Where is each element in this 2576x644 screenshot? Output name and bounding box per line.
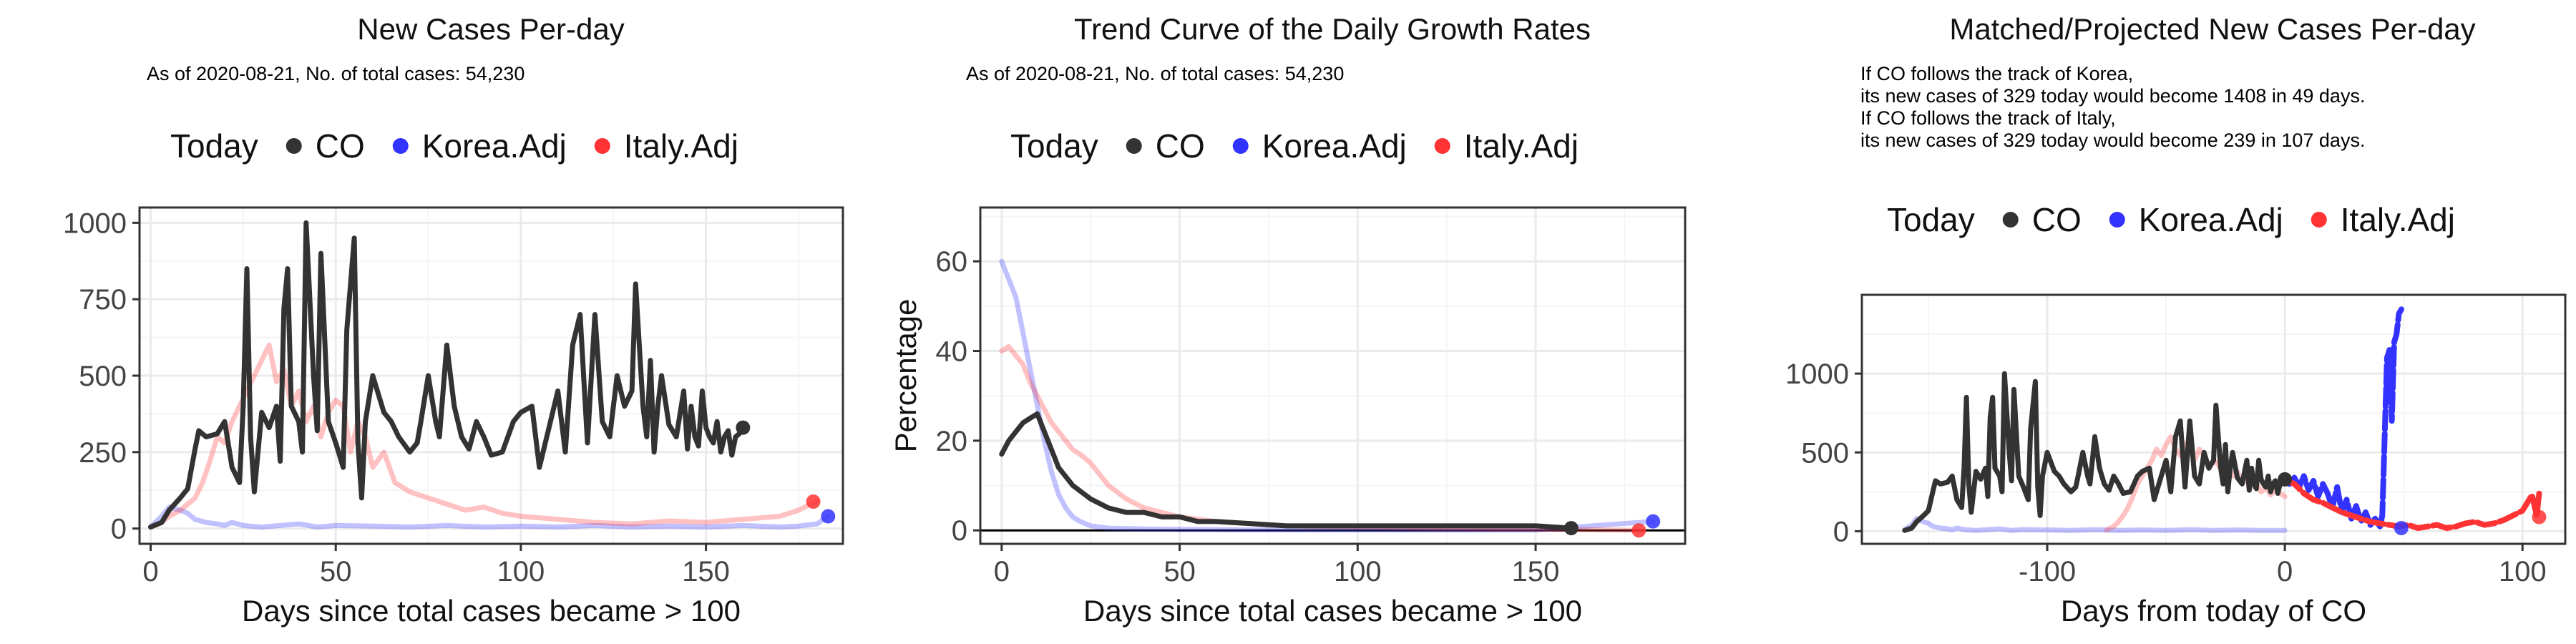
series-line-co — [999, 411, 1574, 531]
x-axis-label: Days from today of CO — [2061, 594, 2366, 628]
series-line-co — [1902, 371, 2288, 533]
series-layer — [148, 220, 831, 530]
legend-key-korea — [2109, 212, 2125, 228]
today-point-korea — [1646, 514, 1661, 529]
x-tick-label: 100 — [1334, 556, 1382, 587]
series-line-korea — [148, 504, 831, 530]
chart-subtitle: If CO follows the track of Korea, — [1860, 63, 2133, 84]
legend-label-today: Today — [1887, 201, 1975, 238]
y-tick-label: 0 — [111, 514, 127, 545]
legend-label-today: Today — [170, 127, 258, 165]
y-tick-label: 0 — [952, 515, 967, 547]
legend-key-co — [1126, 138, 1142, 154]
panel-border — [1860, 293, 2567, 545]
today-point-italy — [1631, 523, 1646, 538]
x-tick-label: 0 — [142, 556, 158, 587]
chart-panel-2: Trend Curve of the Daily Growth Rates As … — [889, 12, 1687, 628]
chart-panel-3: Matched/Projected New Cases Per-day If CO… — [1785, 12, 2567, 628]
x-tick-label: 150 — [682, 556, 730, 587]
chart-subtitle: As of 2020-08-21, No. of total cases: 54… — [966, 63, 1344, 84]
x-tick-label: 150 — [1512, 556, 1560, 587]
legend-label-italy: Italy.Adj — [1464, 127, 1579, 165]
legend-label-today: Today — [1010, 127, 1098, 165]
chart-subtitle: As of 2020-08-21, No. of total cases: 54… — [147, 63, 525, 84]
y-tick-label: 250 — [79, 437, 127, 469]
legend-label-co: CO — [2032, 201, 2082, 238]
legend-key-co — [2002, 212, 2019, 228]
legend: Today CO Korea.Adj Italy.Adj — [1010, 127, 1579, 165]
y-tick-label: 1000 — [1785, 358, 1849, 390]
today-point-co — [1563, 521, 1579, 536]
y-tick-label: 40 — [936, 336, 968, 368]
grid — [980, 208, 1685, 544]
legend-label-co: CO — [1156, 127, 1205, 165]
y-tick-label: 1000 — [63, 208, 127, 239]
series-line-co — [148, 220, 746, 530]
chart-title: Trend Curve of the Daily Growth Rates — [1074, 12, 1591, 46]
y-tick-label: 500 — [79, 361, 127, 392]
series-line-korea-proj — [2282, 306, 2404, 530]
series-line-korea — [1902, 516, 2288, 533]
x-axis-label: Days since total cases became > 100 — [1083, 594, 1582, 628]
chart-subtitle: its new cases of 329 today would become … — [1860, 85, 2365, 107]
legend: Today CO Korea.Adj Italy.Adj — [170, 127, 738, 165]
axes: 0 50 100 150 0 20 40 60 Days since total cases b… — [889, 246, 1582, 628]
x-axis-label: Days since total cases became > 100 — [242, 594, 741, 628]
today-point-italy — [806, 494, 821, 509]
chart-title: Matched/Projected New Cases Per-day — [1949, 12, 2475, 46]
legend-label-korea: Korea.Adj — [1262, 127, 1407, 165]
legend-key-co — [286, 138, 302, 154]
legend-label-co: CO — [316, 127, 365, 165]
y-axis-label: Percentage — [889, 299, 922, 453]
chart-title: New Cases Per-day — [357, 12, 624, 46]
y-tick-label: 750 — [79, 284, 127, 316]
series-line-italy — [148, 342, 820, 530]
legend-key-korea — [1232, 138, 1249, 154]
today-point-co — [2278, 472, 2293, 487]
legend-label-italy: Italy.Adj — [2341, 201, 2455, 238]
legend-label-korea: Korea.Adj — [422, 127, 567, 165]
x-tick-label: 100 — [497, 556, 545, 587]
chart-panel-1: New Cases Per-day As of 2020-08-21, No. o… — [63, 12, 844, 628]
y-tick-label: 0 — [1833, 516, 1849, 547]
today-point-korea — [2394, 520, 2409, 535]
legend-key-italy — [594, 138, 610, 154]
axes: 0 50 100 150 0 250 500 750 1000 Days since total … — [63, 208, 741, 628]
y-tick-label: 20 — [936, 426, 968, 457]
legend-label-korea: Korea.Adj — [2139, 201, 2283, 238]
chart-subtitle: If CO follows the track of Italy, — [1860, 107, 2116, 129]
x-tick-label: 0 — [2277, 556, 2293, 587]
series-layer — [1902, 306, 2542, 533]
series-line-korea — [999, 258, 1656, 533]
x-tick-label: -100 — [2019, 556, 2076, 587]
today-point-korea — [821, 509, 836, 524]
x-tick-label: 0 — [994, 556, 1010, 587]
legend-label-italy: Italy.Adj — [624, 127, 738, 165]
series-line-italy-proj — [2282, 476, 2542, 531]
y-tick-label: 500 — [1801, 437, 1849, 469]
panel-border — [979, 206, 1687, 545]
legend-key-italy — [1434, 138, 1450, 154]
series-layer — [999, 258, 1656, 533]
today-point-co — [736, 420, 751, 435]
x-tick-label: 50 — [320, 556, 352, 587]
legend-key-italy — [2311, 212, 2327, 228]
panel-background — [980, 208, 1685, 544]
x-tick-label: 100 — [2499, 556, 2547, 587]
y-tick-label: 60 — [936, 246, 968, 278]
legend-key-korea — [392, 138, 409, 154]
today-point-italy — [2532, 509, 2547, 525]
x-tick-label: 50 — [1163, 556, 1196, 587]
legend: Today CO Korea.Adj Italy.Adj — [1887, 201, 2455, 238]
chart-subtitle: its new cases of 329 today would become … — [1860, 130, 2365, 151]
